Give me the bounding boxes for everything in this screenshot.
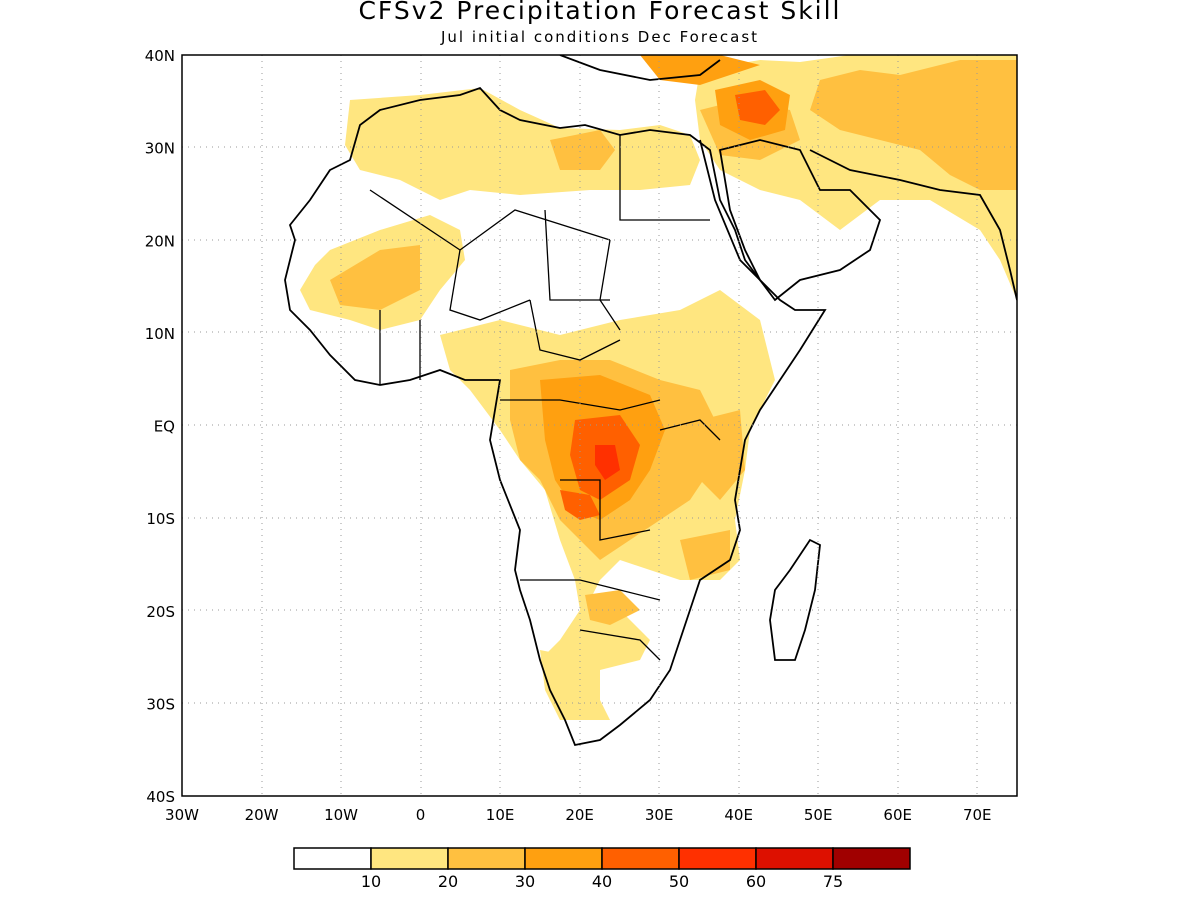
mediterranean-north bbox=[559, 55, 721, 81]
shade-north-africa bbox=[345, 88, 700, 200]
lon-tick-label: 20W bbox=[245, 806, 279, 824]
lon-tick-label: 60E bbox=[883, 806, 912, 824]
colorbar-label: 10 bbox=[361, 872, 381, 891]
country-borders bbox=[369, 135, 721, 661]
coastlines bbox=[284, 55, 1017, 747]
iran-coast bbox=[809, 149, 1017, 301]
colorbar-label: 20 bbox=[438, 872, 458, 891]
lat-tick-label: 10S bbox=[146, 510, 175, 528]
lat-tick-label: 40N bbox=[145, 47, 175, 65]
shade-congo-peak bbox=[595, 445, 620, 480]
skill-shading-layer bbox=[300, 55, 1017, 720]
colorbar-swatch bbox=[370, 847, 449, 870]
map-subtitle: Jul initial conditions Dec Forecast bbox=[440, 28, 760, 46]
lon-tick-label: 20E bbox=[565, 806, 594, 824]
lat-tick-label: 40S bbox=[146, 788, 175, 806]
colorbar-swatch bbox=[755, 847, 834, 870]
lon-tick-label: 10E bbox=[486, 806, 515, 824]
colorbar-label: 60 bbox=[746, 872, 766, 891]
lon-tick-label: 10W bbox=[324, 806, 358, 824]
longitude-labels: 30W 20W 10W 0 10E 20E 30E 40E 50E 60E 70E bbox=[165, 806, 991, 824]
colorbar-swatch bbox=[832, 847, 911, 870]
lon-tick-label: 0 bbox=[416, 806, 426, 824]
shade-iraq-core bbox=[735, 90, 780, 125]
shade-botswana bbox=[585, 590, 640, 625]
colorbar-swatch bbox=[447, 847, 526, 870]
colorbar: 10 20 30 40 50 60 75 bbox=[293, 847, 911, 891]
lat-tick-label: 30S bbox=[146, 695, 175, 713]
colorbar-label: 30 bbox=[515, 872, 535, 891]
lat-tick-label: 30N bbox=[145, 140, 175, 158]
colorbar-label: 40 bbox=[592, 872, 612, 891]
lat-tick-label: 20N bbox=[145, 232, 175, 250]
shade-east-africa bbox=[700, 410, 745, 500]
shade-mali bbox=[330, 245, 420, 310]
map-title: CFSv2 Precipitation Forecast Skill bbox=[358, 0, 842, 25]
colorbar-swatch bbox=[524, 847, 603, 870]
madagascar-outline bbox=[769, 538, 821, 661]
lon-tick-label: 30W bbox=[165, 806, 199, 824]
colorbar-label: 50 bbox=[669, 872, 689, 891]
arabia-outline bbox=[718, 139, 882, 302]
red-sea-west bbox=[699, 139, 761, 281]
lon-tick-label: 70E bbox=[963, 806, 992, 824]
lon-tick-label: 30E bbox=[645, 806, 674, 824]
shade-iran-pakistan bbox=[810, 60, 1017, 190]
shade-libya bbox=[550, 130, 615, 170]
lat-tick-label: 10N bbox=[145, 325, 175, 343]
africa-outline bbox=[284, 86, 827, 747]
lat-tick-label: EQ bbox=[154, 418, 175, 436]
lon-tick-label: 50E bbox=[804, 806, 833, 824]
colorbar-swatch bbox=[293, 847, 372, 870]
lat-tick-label: 20S bbox=[146, 603, 175, 621]
colorbar-swatch bbox=[678, 847, 757, 870]
colorbar-swatch bbox=[601, 847, 680, 870]
map-frame bbox=[181, 54, 1018, 797]
latitude-labels: 40N 30N 20N 10N EQ 10S 20S 30S 40S bbox=[145, 47, 175, 806]
colorbar-label: 75 bbox=[823, 872, 843, 891]
lon-tick-label: 40E bbox=[724, 806, 753, 824]
